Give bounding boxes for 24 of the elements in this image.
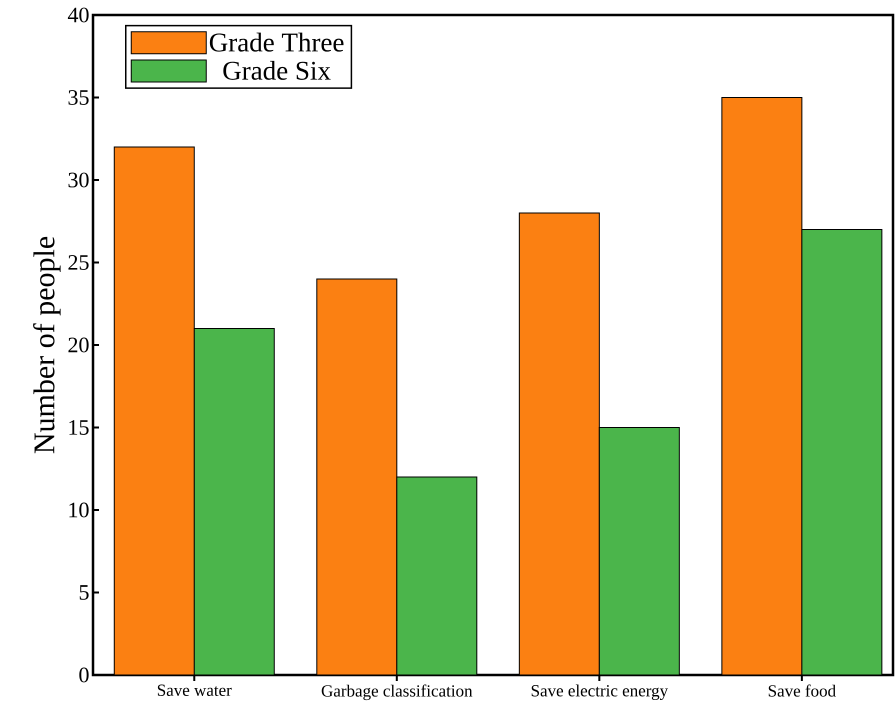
bar — [194, 328, 274, 675]
bar — [598, 426, 680, 675]
y-tick-label: 30 — [68, 172, 89, 188]
x-tick-label: Garbage classification — [322, 684, 472, 700]
legend-label: Grade Six — [223, 60, 331, 80]
y-tick-label: 20 — [68, 338, 89, 352]
y-tick-label: 15 — [69, 420, 89, 435]
bar — [721, 96, 802, 675]
legend-label: Grade Three — [210, 32, 344, 52]
y-tick-label: 10 — [69, 502, 89, 518]
bar — [396, 476, 478, 675]
y-tick-label: 0 — [79, 668, 89, 682]
y-tick-label: 35 — [68, 90, 89, 105]
bar — [114, 146, 194, 675]
y-axis-title: Number of people — [33, 236, 61, 454]
bar — [801, 228, 882, 675]
x-tick-label: Save water — [158, 684, 232, 696]
y-tick-label: 40 — [68, 8, 89, 22]
y-tick-label: 25 — [68, 255, 89, 270]
x-tick-label: Save electric energy — [532, 684, 668, 700]
y-tick-label: 5 — [80, 585, 89, 600]
x-tick-label: Save food — [768, 684, 836, 697]
bar — [316, 278, 398, 675]
bar — [518, 212, 600, 675]
